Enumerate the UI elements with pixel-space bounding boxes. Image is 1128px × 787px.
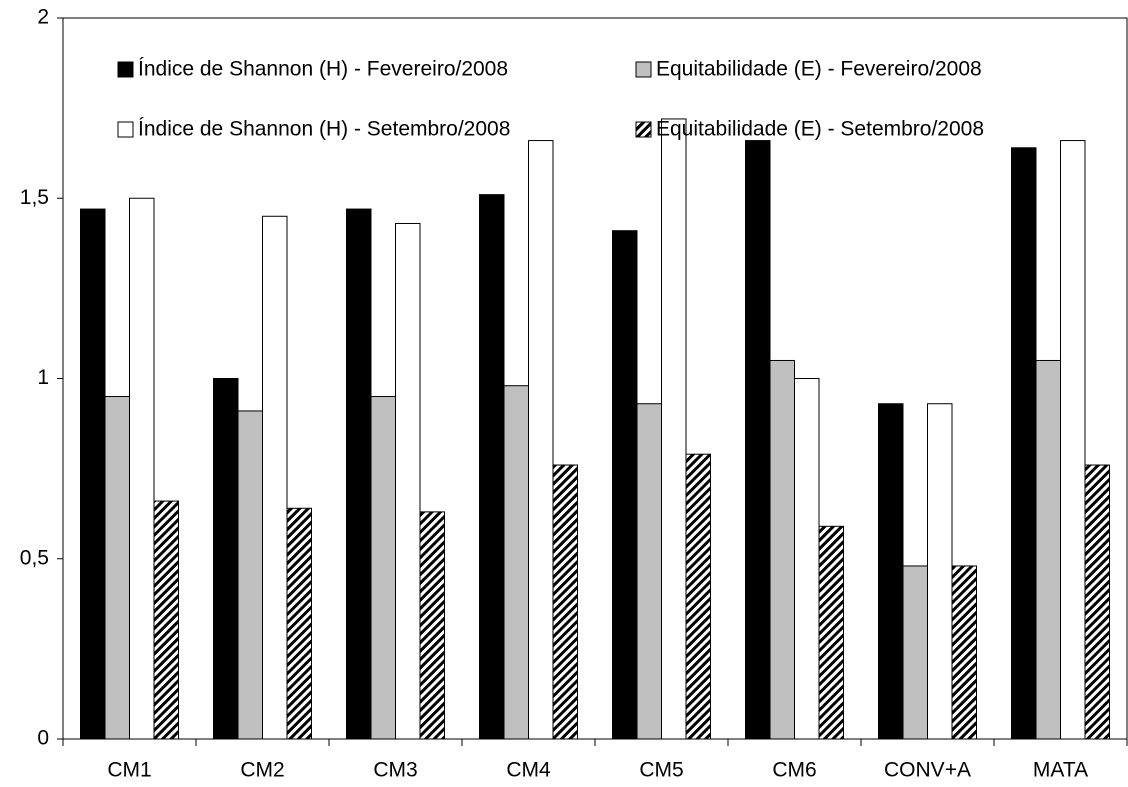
bar [419, 511, 445, 740]
bar [661, 118, 687, 740]
legend-swatch [117, 121, 134, 138]
x-tick-label: CM6 [772, 759, 816, 782]
y-tick-label: 2 [37, 6, 49, 29]
y-tick-label: 1 [37, 366, 49, 389]
y-tick-label: 1,5 [20, 186, 49, 209]
y-tick-label: 0,5 [20, 546, 49, 569]
x-tick-label: CM5 [639, 759, 683, 782]
bar [951, 565, 977, 740]
bar [1011, 147, 1037, 740]
bar [878, 403, 904, 740]
bar [286, 507, 312, 740]
bar [636, 403, 662, 740]
y-tick-label: 0 [37, 727, 49, 750]
bar [346, 208, 372, 740]
bar [927, 403, 953, 740]
bar [1084, 464, 1110, 740]
legend-swatch [635, 61, 652, 78]
bar [479, 194, 505, 740]
x-tick-label: CM3 [373, 759, 417, 782]
bar [80, 208, 106, 740]
bar [1035, 359, 1061, 740]
legend-label: Equitabilidade (E) - Setembro/2008 [656, 118, 984, 141]
bar [745, 140, 771, 740]
bar [153, 500, 179, 740]
bar [769, 359, 795, 740]
bar [794, 378, 820, 740]
bar [902, 565, 928, 740]
bar [685, 453, 711, 740]
x-tick-label: CM1 [107, 759, 151, 782]
x-tick-label: CONV+A [884, 759, 971, 782]
bar [129, 197, 155, 740]
legend-swatch [635, 121, 652, 138]
bar [370, 396, 396, 740]
bar [612, 230, 638, 740]
legend-label: Índice de Shannon (H) - Setembro/2008 [138, 118, 510, 141]
bar [552, 464, 578, 740]
legend-swatch [117, 61, 134, 78]
bar [503, 385, 529, 740]
bar [528, 140, 554, 740]
legend-label: Índice de Shannon (H) - Fevereiro/2008 [138, 58, 508, 81]
bar [104, 396, 130, 740]
bar [818, 525, 844, 740]
bar [395, 222, 421, 740]
x-tick-label: CM4 [506, 759, 551, 782]
bar [1060, 140, 1086, 740]
bar [237, 410, 263, 740]
legend-label: Equitabilidade (E) - Fevereiro/2008 [656, 58, 982, 81]
bar [213, 378, 239, 740]
x-tick-label: MATA [1033, 759, 1088, 782]
x-tick-label: CM2 [240, 759, 284, 782]
bar [262, 215, 288, 740]
